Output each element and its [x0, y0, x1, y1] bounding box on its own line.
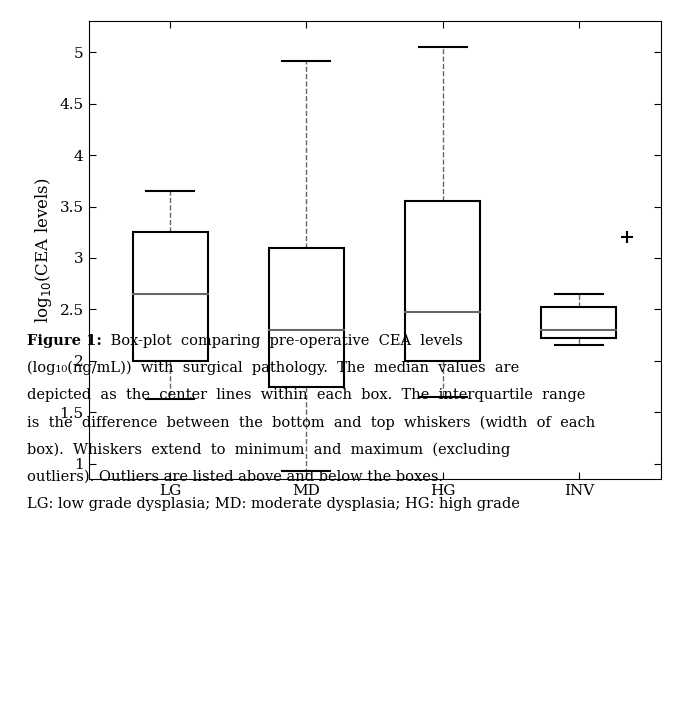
Bar: [405, 202, 480, 361]
Bar: [269, 247, 344, 387]
Y-axis label: log$_{10}$(CEA levels): log$_{10}$(CEA levels): [33, 177, 54, 323]
Text: Figure 1:: Figure 1:: [27, 334, 102, 348]
Bar: [133, 232, 208, 361]
Text: depicted  as  the  center  lines  within  each  box.  The  interquartile  range: depicted as the center lines within each…: [27, 388, 586, 403]
Text: (log₁₀(ng/mL))  with  surgical  pathology.  The  median  values  are: (log₁₀(ng/mL)) with surgical pathology. …: [27, 361, 520, 375]
Text: Box-plot  comparing  pre-operative  CEA  levels: Box-plot comparing pre-operative CEA lev…: [106, 334, 462, 348]
Text: box).  Whiskers  extend  to  minimum  and  maximum  (excluding: box). Whiskers extend to minimum and max…: [27, 443, 511, 457]
Text: LG: low grade dysplasia; MD: moderate dysplasia; HG: high grade: LG: low grade dysplasia; MD: moderate dy…: [27, 497, 520, 511]
Text: is  the  difference  between  the  bottom  and  top  whiskers  (width  of  each: is the difference between the bottom and…: [27, 415, 595, 430]
Bar: [541, 307, 616, 338]
Text: outliers). Outliers are listed above and below the boxes.: outliers). Outliers are listed above and…: [27, 470, 443, 484]
